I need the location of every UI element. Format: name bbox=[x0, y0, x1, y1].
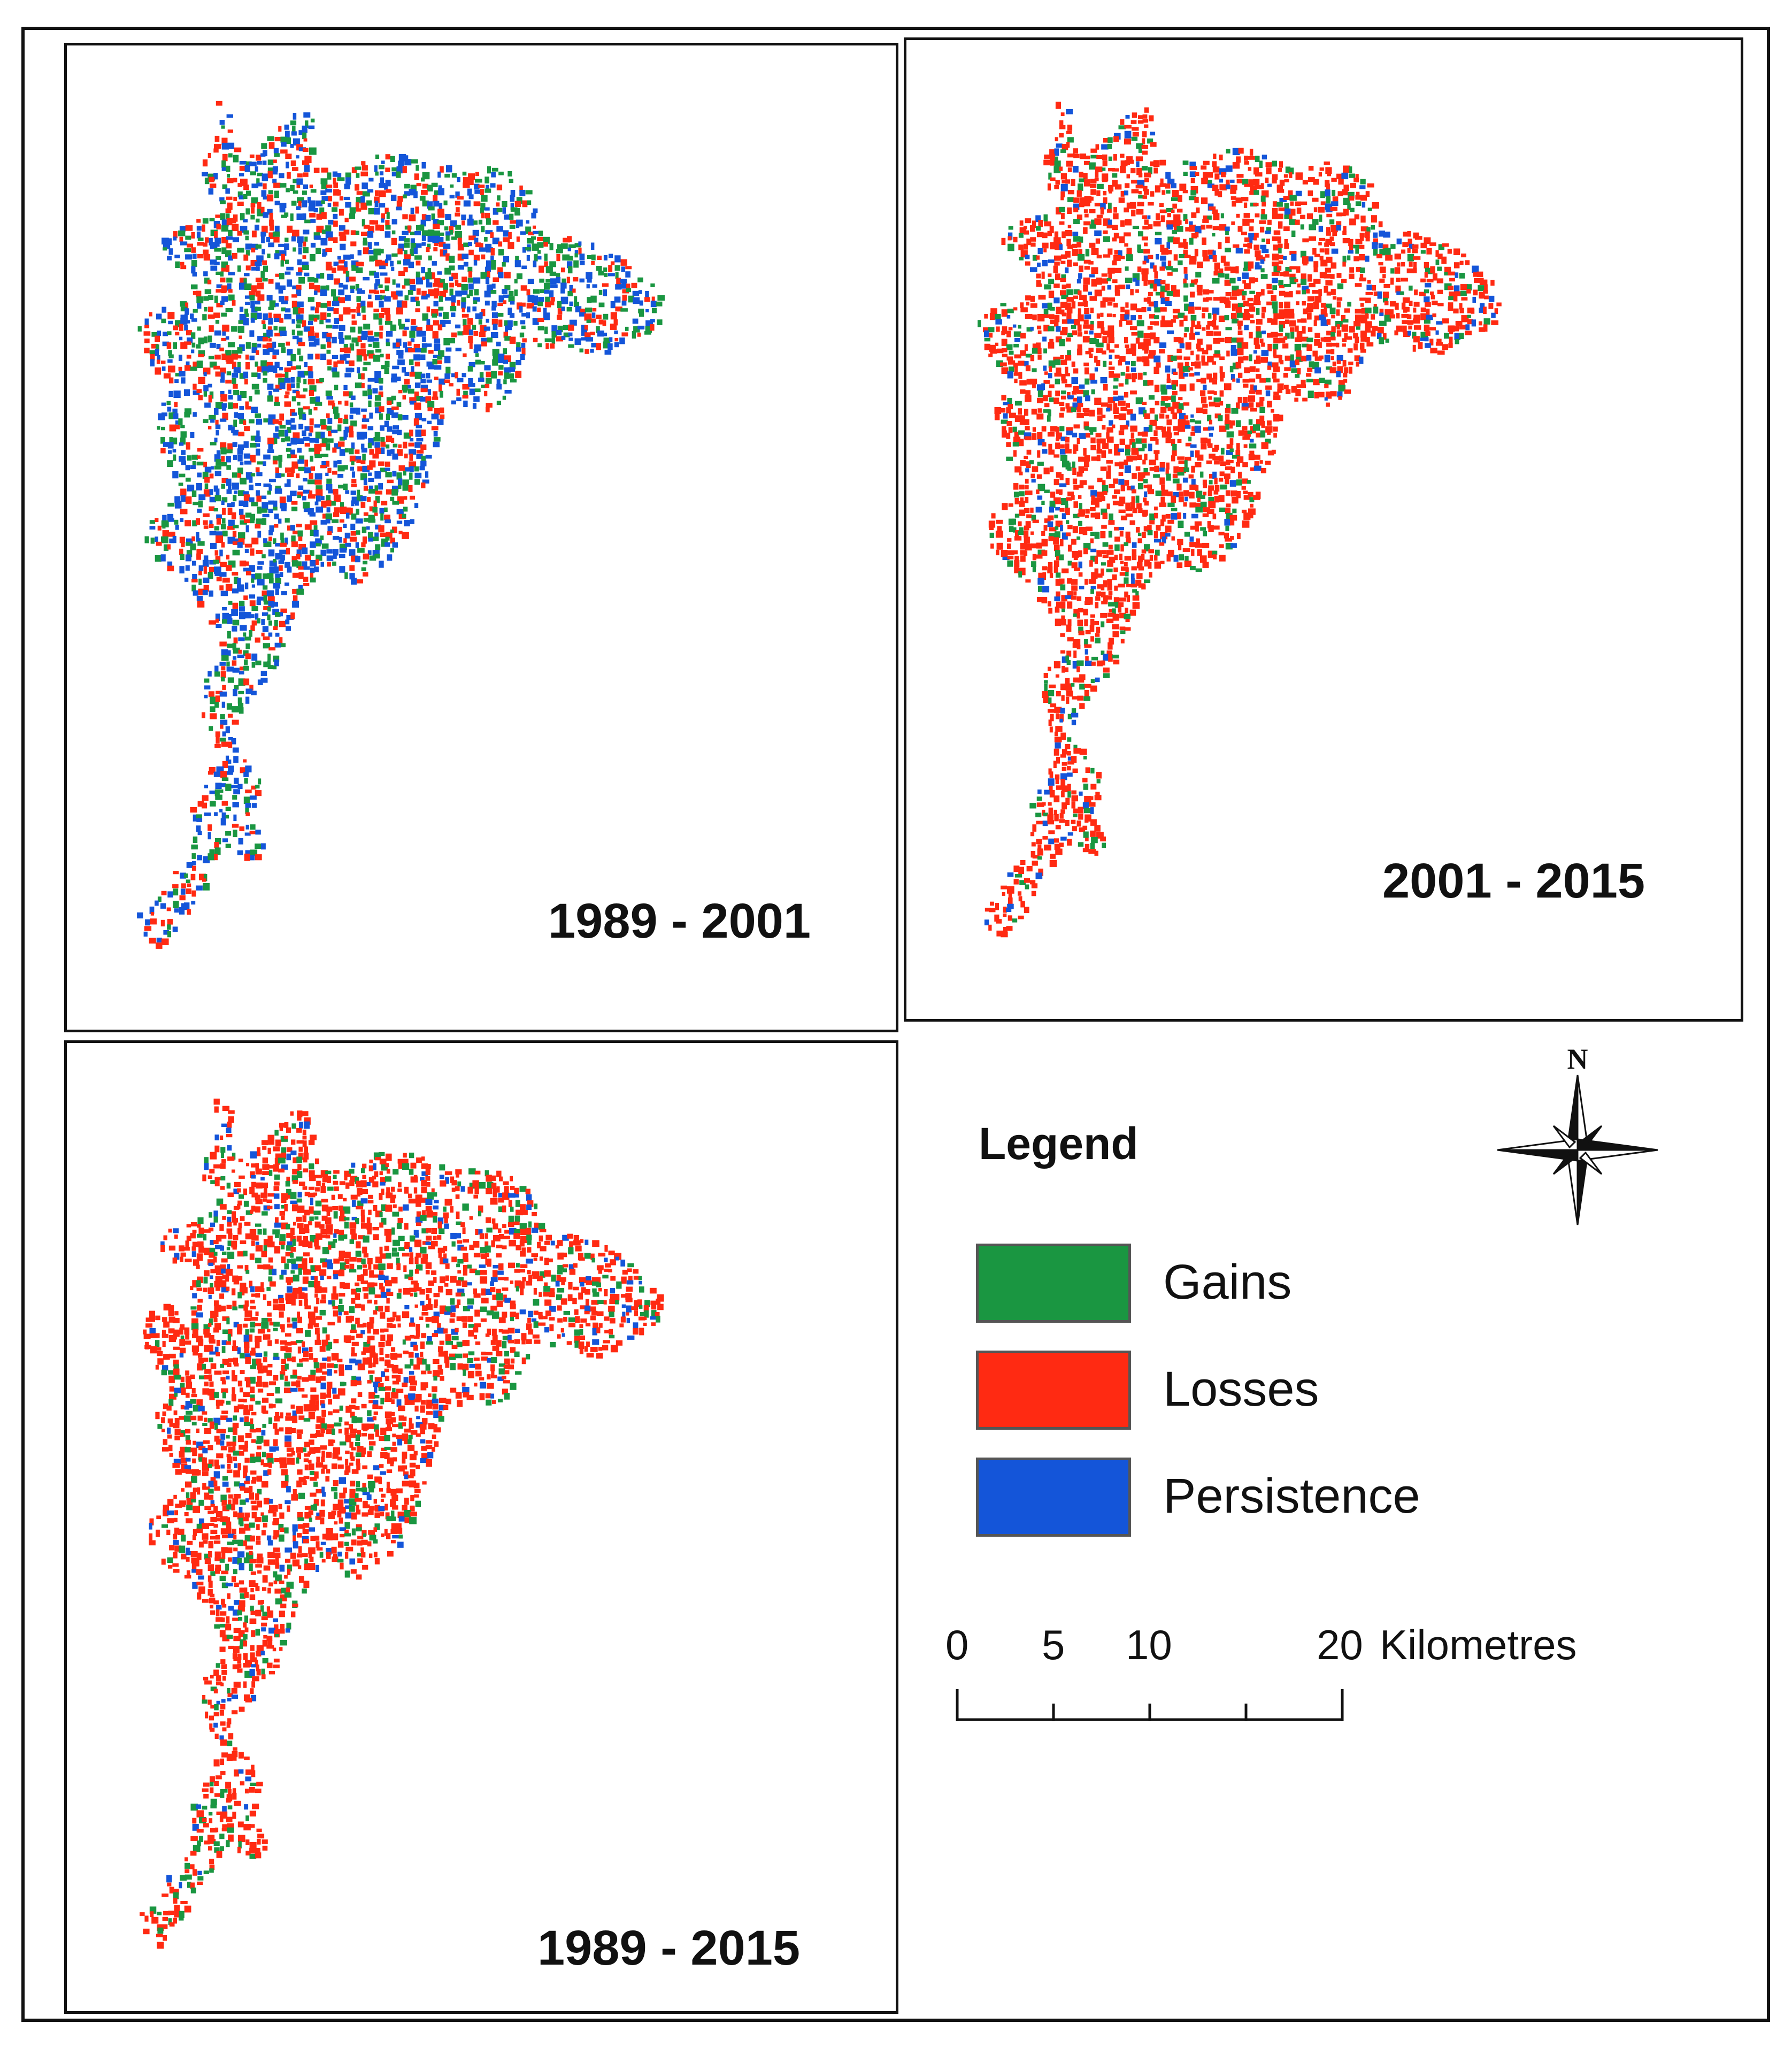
period-label: 1989 - 2001 bbox=[548, 894, 811, 948]
north-label: N bbox=[1567, 1043, 1588, 1075]
city-change-map bbox=[978, 102, 1502, 938]
scale-unit: Kilometres bbox=[1380, 1621, 1577, 1668]
map-panel-1989-2015: 1989 - 2015 bbox=[64, 1040, 898, 2014]
legend-label-gains: Gains bbox=[1163, 1255, 1292, 1309]
legend-swatch-gains bbox=[976, 1244, 1131, 1323]
legend-swatch-persistence bbox=[976, 1458, 1131, 1537]
figure-frame bbox=[21, 27, 1770, 2022]
legend-label-losses: Losses bbox=[1163, 1362, 1319, 1416]
scale-tick-5: 5 bbox=[1042, 1621, 1065, 1668]
period-label: 2001 - 2015 bbox=[1382, 854, 1645, 908]
legend-title: Legend bbox=[979, 1118, 1139, 1169]
scale-tick-0: 0 bbox=[945, 1621, 969, 1668]
scale-tick-20: 20 bbox=[1317, 1621, 1363, 1668]
legend-label-persistence: Persistence bbox=[1163, 1469, 1420, 1523]
period-label: 1989 - 2015 bbox=[537, 1921, 801, 1975]
north-arrow-icon: N bbox=[1487, 1043, 1668, 1249]
map-panel-1989-2001: 1989 - 2001 bbox=[64, 43, 898, 1032]
city-change-map bbox=[140, 1098, 664, 1949]
legend-swatch-losses bbox=[976, 1351, 1131, 1430]
map-panel-2001-2015: 2001 - 2015 bbox=[904, 37, 1743, 1022]
city-change-map bbox=[137, 101, 665, 949]
scale-tick-10: 10 bbox=[1126, 1621, 1172, 1668]
